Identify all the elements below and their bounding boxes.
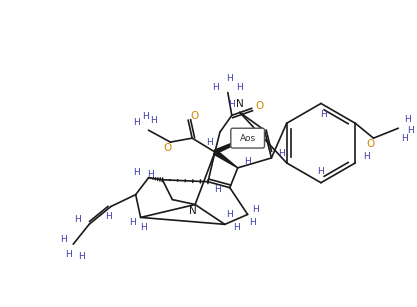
Text: H: H (129, 218, 136, 227)
Text: H: H (363, 153, 369, 161)
Text: H: H (133, 168, 140, 177)
Text: H: H (401, 134, 407, 143)
Text: H: H (106, 212, 112, 221)
Text: H: H (133, 118, 140, 127)
Text: Aos: Aos (240, 134, 256, 143)
Text: N: N (189, 207, 197, 216)
Text: H: H (60, 235, 67, 244)
Text: H: H (249, 218, 256, 227)
Polygon shape (214, 130, 264, 154)
Text: H: H (226, 210, 233, 219)
Text: H: H (278, 150, 285, 158)
Text: H: H (407, 126, 414, 135)
Text: H: H (147, 170, 154, 179)
Text: H: H (74, 215, 80, 224)
Text: H: H (140, 223, 147, 232)
Text: H: H (234, 223, 240, 232)
Text: O: O (255, 101, 264, 111)
Text: O: O (190, 111, 198, 121)
Text: H: H (65, 250, 72, 258)
Text: H: H (252, 205, 259, 214)
Text: H: H (206, 138, 214, 147)
Text: H: H (150, 116, 157, 125)
Text: H: H (321, 110, 327, 119)
Text: H: H (142, 112, 149, 121)
Text: H: H (214, 185, 221, 194)
Text: H: H (226, 74, 233, 83)
Text: H: H (213, 83, 219, 92)
Text: H: H (236, 83, 243, 92)
Text: O: O (367, 139, 374, 149)
FancyBboxPatch shape (231, 128, 264, 148)
Text: N: N (236, 99, 244, 110)
Text: H: H (244, 157, 251, 166)
Text: O: O (163, 143, 171, 153)
Text: H: H (229, 100, 235, 109)
Text: H: H (318, 167, 324, 176)
Text: H: H (404, 115, 411, 124)
Text: H: H (78, 251, 85, 261)
Polygon shape (214, 150, 238, 168)
